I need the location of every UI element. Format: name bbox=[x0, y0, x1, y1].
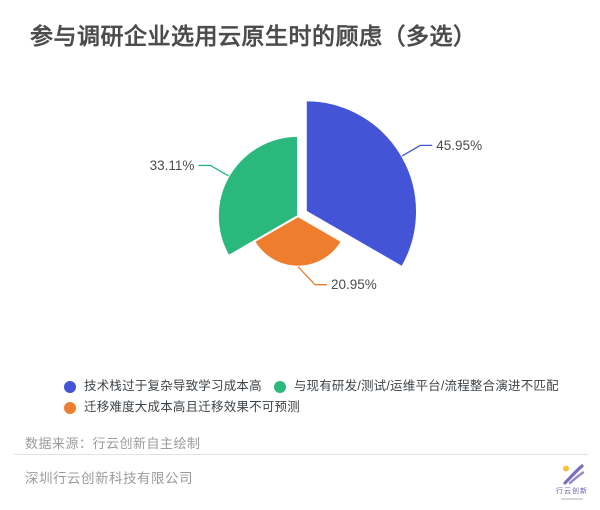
pie-slice-0[interactable] bbox=[304, 99, 418, 269]
legend-label: 技术栈过于复杂导致学习成本高 bbox=[84, 379, 262, 393]
label-line-0 bbox=[401, 144, 433, 157]
company-logo: 行云创新 bbox=[550, 464, 594, 500]
slice-percent-label-0: 45.95% bbox=[436, 138, 482, 153]
logo-text: 行云创新 bbox=[556, 488, 588, 495]
company-name: 深圳行云创新科技有限公司 bbox=[25, 471, 193, 486]
slice-percent-label-1: 20.95% bbox=[331, 277, 377, 292]
legend-item-migration[interactable]: 迁移难度大成本高且迁移效果不可预测 bbox=[64, 400, 300, 415]
pie-slice-2[interactable] bbox=[216, 134, 299, 258]
legend-row-2: 迁移难度大成本高且迁移效果不可预测 bbox=[64, 400, 559, 415]
legend-dot-orange bbox=[64, 401, 76, 414]
legend-dot-blue bbox=[64, 380, 76, 393]
label-line-1 bbox=[297, 266, 327, 286]
legend-dot-green bbox=[273, 380, 286, 393]
footer-divider bbox=[14, 454, 588, 455]
page-title: 参与调研企业选用云原生时的顾虑（多选） bbox=[30, 23, 477, 49]
logo-swoosh-icon bbox=[563, 464, 585, 485]
legend-item-integration[interactable]: 与现有研发/测试/运维平台/流程整合演进不匹配 bbox=[273, 379, 559, 394]
data-source-note: 数据来源：行云创新自主绘制 bbox=[25, 436, 201, 451]
slice-percent-label-2: 33.11% bbox=[150, 158, 195, 173]
legend-item-tech-stack[interactable]: 技术栈过于复杂导致学习成本高 bbox=[64, 379, 262, 394]
logo-tagline-placeholder bbox=[561, 498, 583, 500]
legend-label: 迁移难度大成本高且迁移效果不可预测 bbox=[84, 400, 300, 414]
legend-label: 与现有研发/测试/运维平台/流程整合演进不匹配 bbox=[293, 379, 559, 393]
label-line-2 bbox=[198, 164, 229, 177]
legend-row-1: 技术栈过于复杂导致学习成本高 与现有研发/测试/运维平台/流程整合演进不匹配 bbox=[64, 379, 559, 394]
chart-legend: 技术栈过于复杂导致学习成本高 与现有研发/测试/运维平台/流程整合演进不匹配 迁… bbox=[64, 379, 559, 415]
